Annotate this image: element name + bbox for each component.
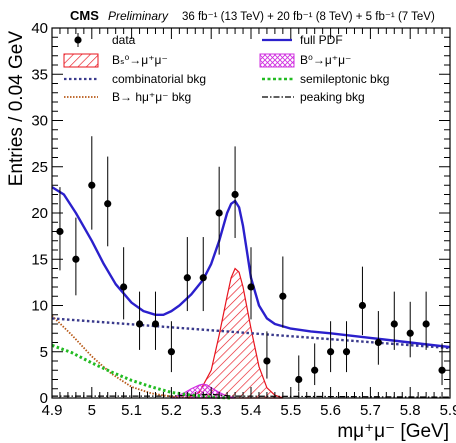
legend-entry-bs-signal: Bₛ⁰→μ⁺μ⁻ [63,53,168,68]
legend-entry-b-to-hmumu: B→ hμ⁺μ⁻ bkg [64,90,191,104]
data-point [358,301,367,310]
legend-label-semileptonic: semileptonic bkg [300,72,389,86]
x-tick-label: 5.3 [201,402,222,419]
data-point [183,274,191,282]
experiment-label: CMS [70,8,99,23]
data-point [263,357,271,365]
data-point [247,283,255,291]
signal-area-bs-signal [187,267,284,399]
data-point [199,274,207,282]
y-tick-label: 40 [31,20,48,37]
status-label: Preliminary [108,9,169,23]
luminosity-label: 36 fb⁻¹ (13 TeV) + 20 fb⁻¹ (8 TeV) + 5 f… [182,11,435,23]
curves [51,186,451,400]
curve-combinatorial [51,317,451,350]
legend-label-data: data [112,33,136,47]
x-tick-label: 5.2 [161,402,182,419]
data-point [231,190,239,199]
axes: 4.9 5 5.1 5.2 5.3 5.4 5.5 5.6 5.7 5.8 5.9 0 5 10 15 20 2… [31,20,456,419]
legend-entry-peaking: peaking bkg [262,90,365,104]
legend-data-marker [74,36,82,44]
data-point [374,338,382,347]
y-tick-label: 15 [31,251,48,268]
data-point [327,348,335,356]
data-point [390,320,398,328]
y-tick-label: 10 [31,298,48,315]
data-point [406,329,414,337]
data-point [215,209,223,217]
data-point [438,366,446,374]
legend-bs-swatch [63,53,99,68]
y-tick-label: 20 [31,205,48,222]
legend-label-b-to-hmumu: B→ hμ⁺μ⁻ bkg [112,90,191,104]
x-tick-label: 5 [88,402,96,419]
curve-full-pdf [51,186,451,349]
data-point [88,181,96,189]
data-points [56,136,446,392]
legend-entry-combinatorial: combinatorial bkg [64,72,206,86]
x-tick-label: 5.4 [241,402,262,419]
data-point [279,292,287,300]
data-point [422,320,430,328]
legend-entry-full-pdf: full PDF [262,33,343,47]
y-tick-label: 30 [31,113,48,130]
legend-entry-bd-signal: B⁰→μ⁺μ⁻ [259,53,351,68]
data-point [295,375,303,384]
x-axis-title: mμ⁺μ⁻ [GeV] [337,421,449,442]
legend-label-peaking: peaking bkg [300,90,365,104]
legend: data full PDF Bₛ⁰→μ⁺μ⁻ B⁰→μ⁺μ⁻ combinato… [63,33,389,104]
y-tick-label: 5 [40,344,48,361]
x-tick-label: 5.9 [440,402,456,419]
x-tick-label: 5.6 [320,402,341,419]
x-tick-label: 5.8 [400,402,421,419]
x-tick-label: 4.9 [42,402,63,419]
curve-b-to-hmumu [51,315,192,399]
curve-semileptonic [51,343,232,400]
data-point [104,200,112,208]
curve-peaking [52,393,451,398]
y-tick-label: 35 [31,66,48,83]
data-point [56,227,64,236]
legend-label-full-pdf: full PDF [300,33,343,47]
x-tick-label: 5.1 [121,402,142,419]
legend-bd-swatch [259,53,295,68]
legend-entry-semileptonic: semileptonic bkg [262,72,389,86]
data-point [342,348,351,356]
x-tick-label: 5.7 [360,402,381,419]
y-tick-label: 25 [31,159,48,176]
legend-label-bd-signal: B⁰→μ⁺μ⁻ [300,53,351,67]
data-point [151,320,160,328]
y-tick-label: 0 [40,390,48,407]
x-tick-label: 5.5 [280,402,301,419]
data-point [72,255,80,263]
y-axis-title: Entries / 0.04 GeV [6,31,27,187]
legend-label-combinatorial: combinatorial bkg [112,72,206,86]
data-point [311,366,319,374]
signal-areas [171,267,284,399]
legend-label-bs-signal: Bₛ⁰→μ⁺μ⁻ [112,53,168,67]
data-point [120,283,128,291]
data-point [135,320,144,328]
legend-entry-data: data [74,33,136,47]
data-point [167,348,175,356]
